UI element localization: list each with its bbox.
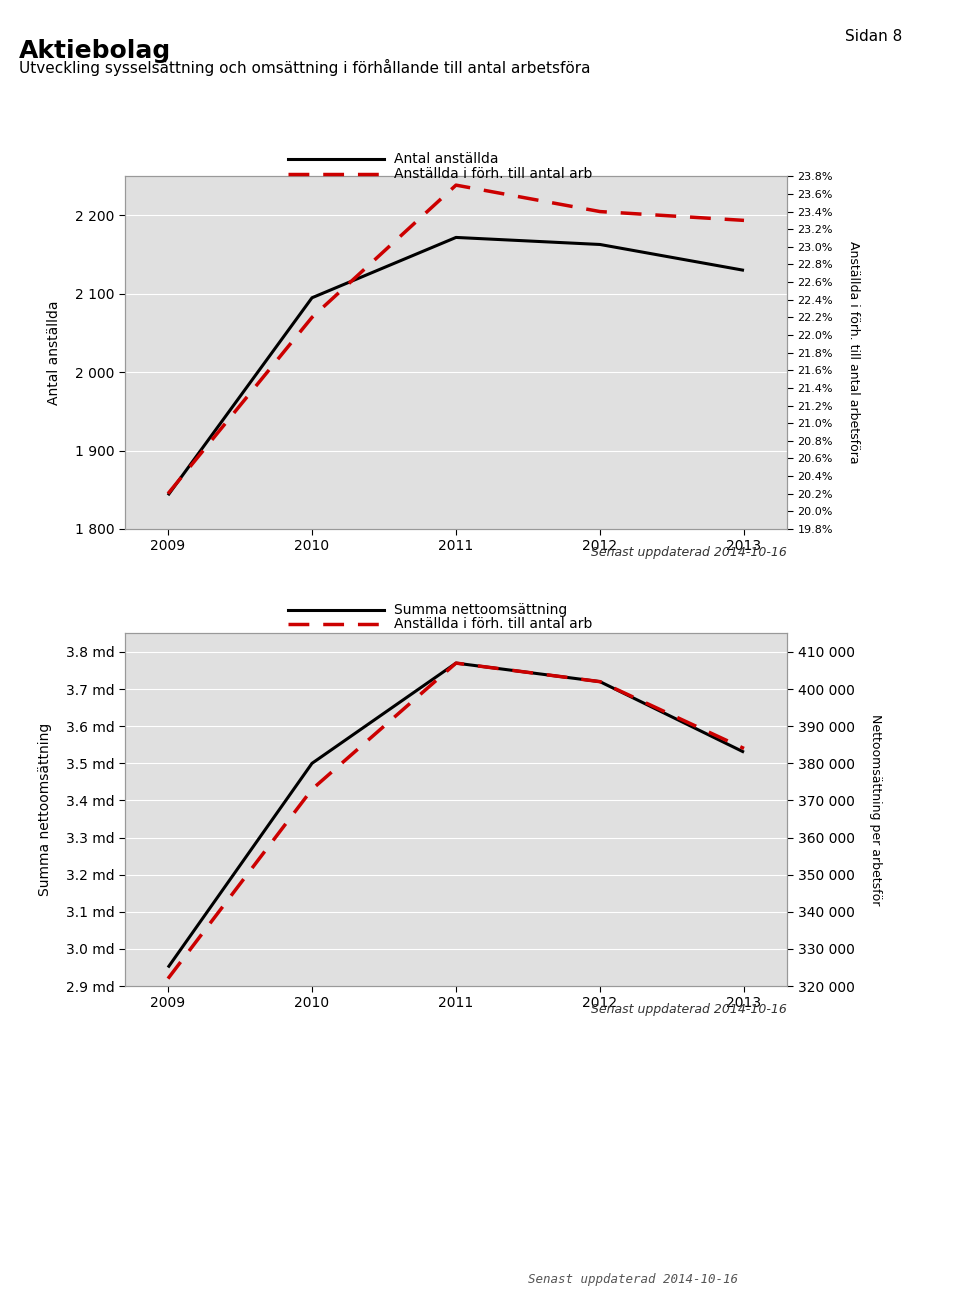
Text: Utveckling sysselsättning och omsättning i förhållande till antal arbetsföra: Utveckling sysselsättning och omsättning…	[19, 59, 590, 76]
Y-axis label: Anställda i förh. till antal arbetsföra: Anställda i förh. till antal arbetsföra	[847, 242, 860, 464]
Text: Anställda i förh. till antal arb: Anställda i förh. till antal arb	[394, 167, 592, 180]
Text: Antal anställda: Antal anställda	[394, 153, 498, 166]
Text: Senast uppdaterad 2014-10-16: Senast uppdaterad 2014-10-16	[591, 1003, 787, 1016]
Text: Summa nettoomsättning: Summa nettoomsättning	[394, 603, 566, 616]
Text: Sidan 8: Sidan 8	[845, 29, 902, 43]
Text: Senast uppdaterad 2014-10-16: Senast uppdaterad 2014-10-16	[591, 546, 787, 559]
Y-axis label: Antal anställda: Antal anställda	[47, 300, 60, 405]
Y-axis label: Nettoomsättning per arbetsför: Nettoomsättning per arbetsför	[869, 714, 881, 905]
Text: Anställda i förh. till antal arb: Anställda i förh. till antal arb	[394, 618, 592, 631]
Text: Aktiebolag: Aktiebolag	[19, 39, 172, 63]
Text: Senast uppdaterad 2014-10-16: Senast uppdaterad 2014-10-16	[528, 1273, 738, 1286]
Y-axis label: Summa nettoomsättning: Summa nettoomsättning	[37, 724, 52, 896]
